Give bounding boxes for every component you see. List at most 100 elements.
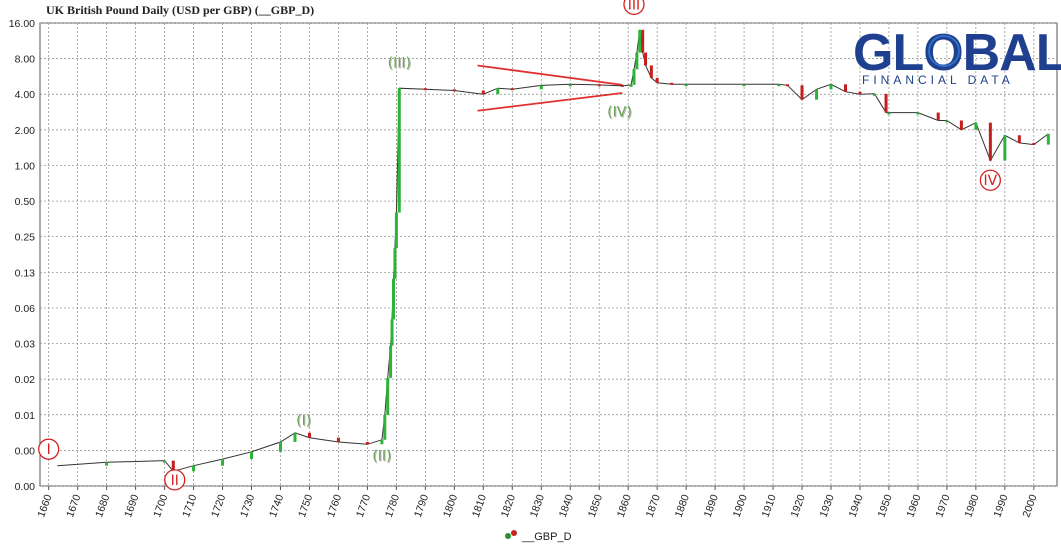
x-tick-label: 1760 (325, 493, 344, 519)
wave-label-shadow: (III) (389, 57, 412, 73)
price-bar (496, 88, 500, 95)
x-axis: 1660 1670 1680 1690 1700 1710 1720 1730 1740 1750… (35, 486, 1040, 519)
wave-label: IV (983, 173, 997, 189)
price-bar (250, 451, 254, 460)
price-bar (278, 441, 282, 452)
x-tick-label: 1950 (876, 493, 895, 519)
price-bar (389, 345, 393, 378)
price-bar (386, 377, 390, 415)
wave-label: II (171, 473, 179, 489)
x-tick-label: 1720 (209, 493, 228, 519)
series-line (57, 29, 1049, 472)
price-bar (539, 85, 543, 90)
price-bar (163, 460, 167, 463)
price-bar (510, 88, 514, 91)
y-tick-label: 4.00 (15, 89, 36, 101)
y-tick-label: 0.50 (15, 196, 36, 208)
trendline (477, 92, 623, 112)
y-tick-label: 0.13 (15, 267, 36, 279)
x-tick-label: 1860 (615, 493, 634, 519)
price-bar (829, 84, 833, 90)
legend-icon-accent (511, 530, 517, 536)
x-tick-label: 1820 (499, 493, 518, 519)
price-bar (307, 432, 311, 438)
price-bar (105, 462, 109, 466)
price-bar (629, 84, 633, 87)
price-bar (742, 84, 746, 87)
x-tick-label: 1970 (933, 493, 952, 519)
x-tick-label: 1690 (122, 493, 141, 519)
chart-title: UK British Pound Daily (USD per GBP) (__… (46, 3, 314, 17)
x-tick-label: 1900 (731, 493, 750, 519)
price-bar (380, 439, 384, 445)
x-tick-label: 1910 (760, 493, 779, 519)
x-tick-label: 1670 (64, 493, 83, 519)
x-tick-label: 2000 (1020, 493, 1039, 519)
legend-icon (505, 533, 511, 539)
y-tick-label: 0.00 (15, 481, 36, 493)
y-tick-label: 2.00 (15, 125, 36, 137)
price-bar (635, 52, 639, 70)
wave-label: (I) (296, 413, 311, 429)
price-bar (597, 84, 601, 87)
price-bar (568, 84, 572, 87)
y-tick-label: 0.03 (15, 339, 36, 351)
x-tick-label: 1880 (673, 493, 692, 519)
price-bar (858, 91, 862, 95)
price-bar (1003, 135, 1007, 161)
price-bar (655, 77, 659, 83)
x-tick-label: 1660 (35, 493, 54, 519)
x-tick-label: 1700 (151, 493, 170, 519)
price-bar (391, 278, 395, 320)
legend: __GBP_D (505, 530, 572, 543)
price-bar (393, 248, 397, 279)
price-bar (293, 432, 297, 442)
price-bar (800, 85, 804, 100)
wave-label: III (628, 0, 640, 13)
x-tick-label: 1850 (586, 493, 605, 519)
plot-area-frame (39, 22, 1058, 487)
price-bar (452, 89, 456, 92)
price-bar (390, 319, 394, 346)
price-bar (365, 441, 369, 445)
wave-label-shadow: (I) (297, 414, 312, 430)
x-tick-label: 1680 (93, 493, 112, 519)
y-axis: 16.00 8.00 4.00 2.00 1.00 0.50 0.25 0.13 0.06 0.0… (9, 18, 35, 493)
price-bar (1017, 135, 1021, 143)
x-tick-label: 1920 (789, 493, 808, 519)
price-bar (171, 460, 175, 472)
price-bar (397, 88, 401, 213)
x-tick-label: 1980 (962, 493, 981, 519)
price-bar (481, 90, 485, 95)
price-bar (887, 112, 891, 115)
trendlines (477, 64, 623, 112)
x-tick-label: 1810 (470, 493, 489, 519)
x-tick-label: 1770 (354, 493, 373, 519)
price-bar (974, 122, 978, 130)
price-bar (684, 84, 688, 87)
price-bar (632, 69, 636, 85)
wave-label: (IV) (607, 104, 632, 120)
logo-wordmark: GLOBAL (853, 24, 1061, 82)
wave-label-shadow: (IV) (608, 105, 633, 121)
price-bar (336, 437, 340, 442)
trendline (477, 64, 623, 86)
wave-label: (II) (372, 449, 391, 465)
price-bar (620, 84, 624, 87)
y-tick-label: 1.00 (15, 160, 36, 172)
y-tick-label: 0.06 (15, 303, 36, 315)
y-tick-label: 16.00 (9, 18, 35, 30)
price-bar (884, 93, 888, 113)
x-tick-label: 1870 (644, 493, 663, 519)
x-tick-label: 1840 (557, 493, 576, 519)
logo-tagline: FINANCIAL DATA (862, 73, 1014, 87)
y-tick-label: 0.01 (15, 410, 36, 422)
price-bar (192, 465, 196, 472)
globe-icon (928, 35, 960, 67)
x-tick-label: 1780 (383, 493, 402, 519)
price-bar (916, 112, 920, 115)
grid-lines (40, 22, 1057, 487)
price-bar (872, 93, 876, 96)
